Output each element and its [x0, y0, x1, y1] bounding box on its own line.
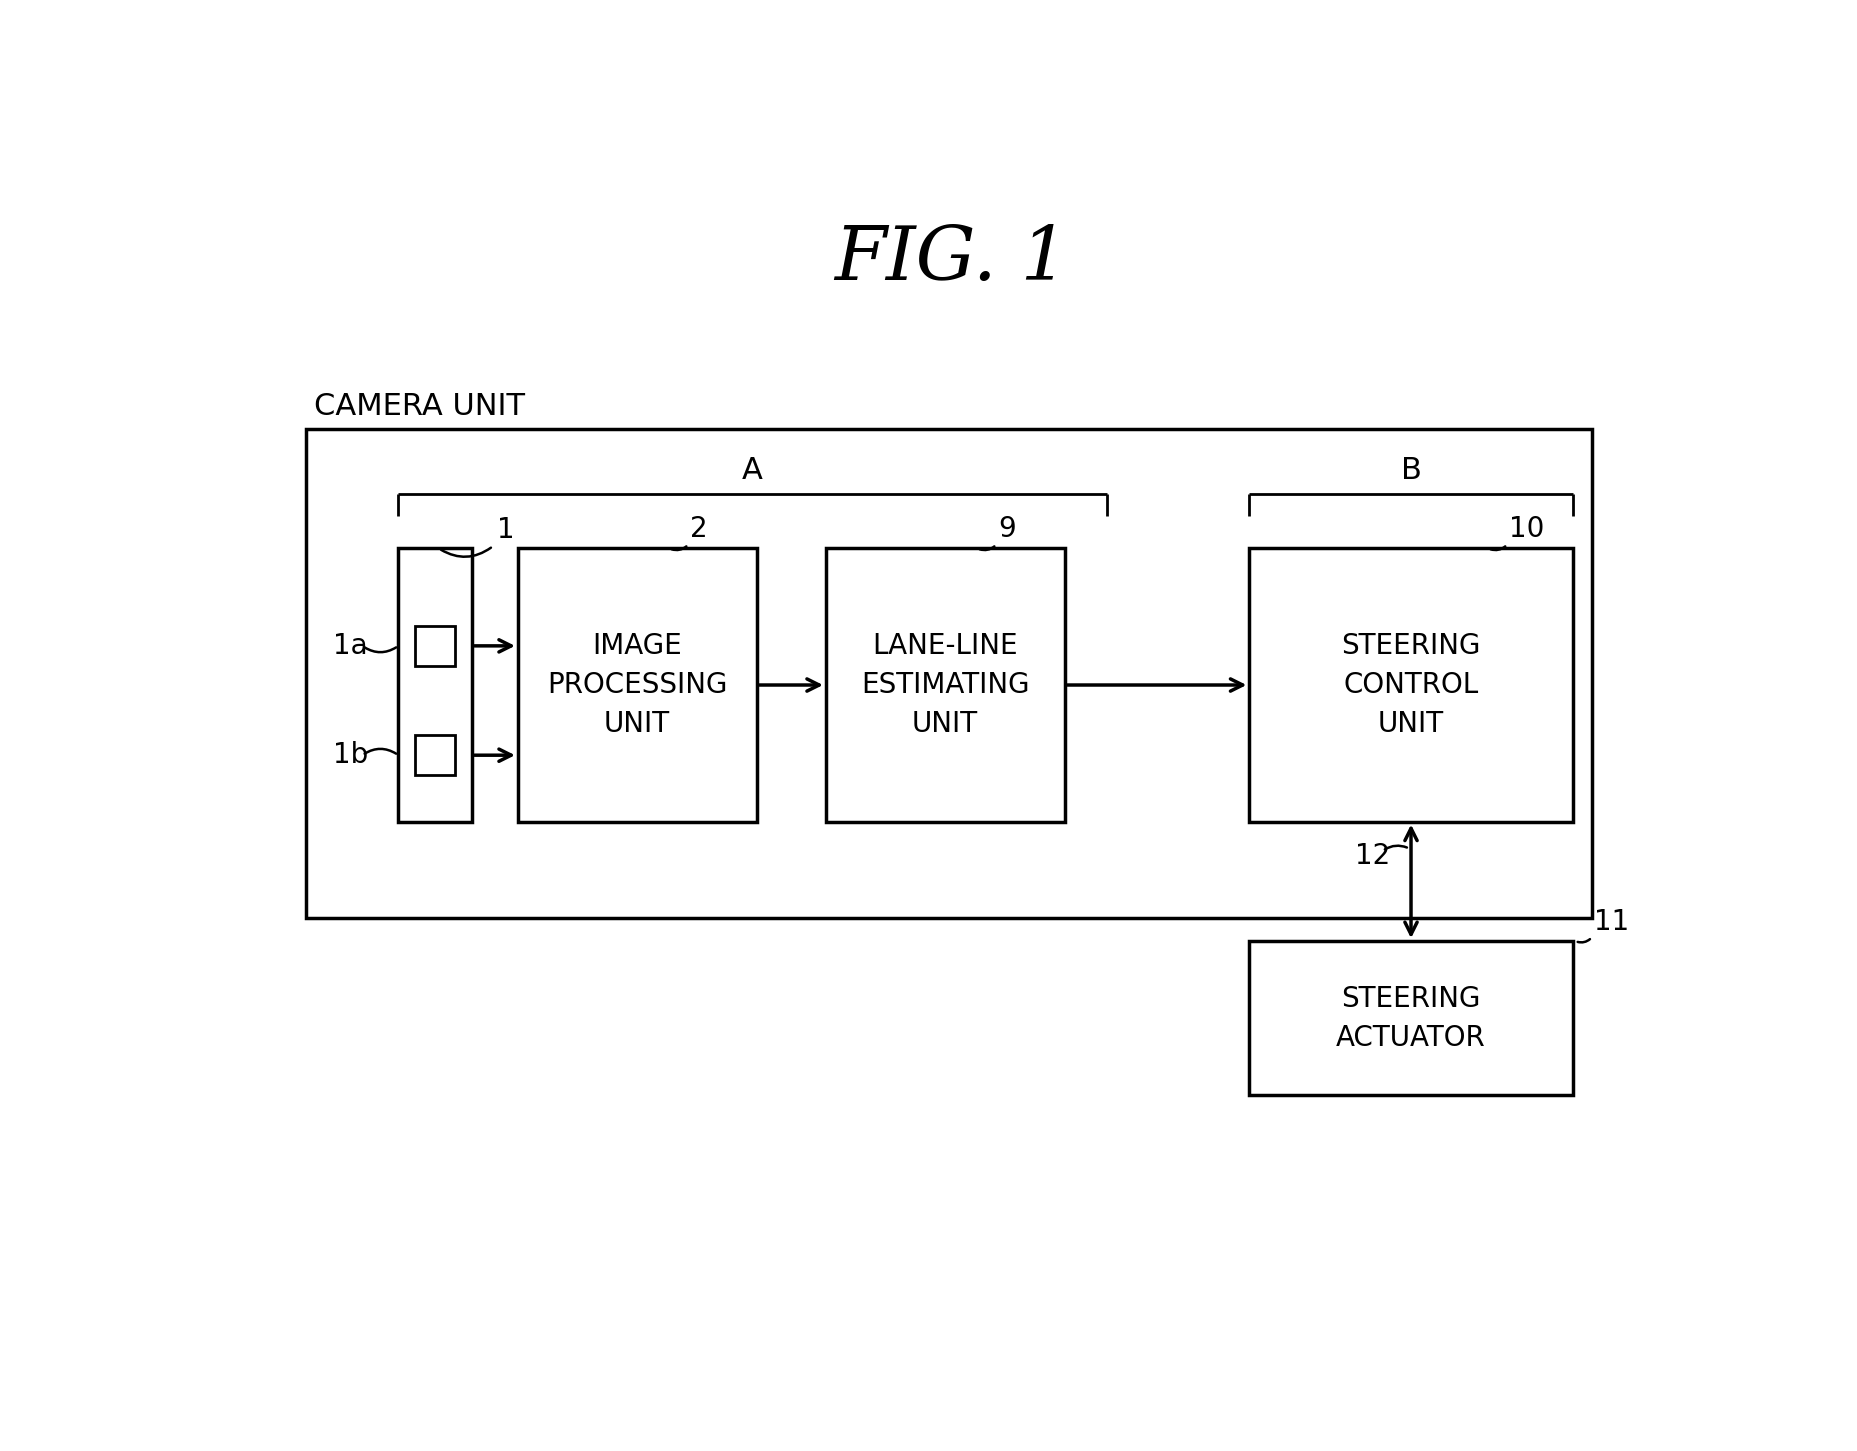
Bar	[1250, 942, 1573, 1096]
Text: 11: 11	[1593, 908, 1629, 936]
Text: IMAGE
PROCESSING
UNIT: IMAGE PROCESSING UNIT	[548, 633, 728, 739]
Bar	[416, 625, 455, 666]
Bar	[399, 548, 472, 821]
Text: 1b: 1b	[332, 741, 368, 769]
Bar	[1250, 548, 1573, 821]
Text: 1a: 1a	[332, 631, 368, 660]
Text: FIG. 1: FIG. 1	[834, 223, 1068, 296]
Text: 10: 10	[1508, 515, 1545, 543]
Text: 9: 9	[997, 515, 1016, 543]
Text: STEERING
CONTROL
UNIT: STEERING CONTROL UNIT	[1341, 633, 1480, 739]
Text: 12: 12	[1356, 843, 1391, 871]
Bar	[518, 548, 756, 821]
Bar	[416, 736, 455, 775]
Text: CAMERA UNIT: CAMERA UNIT	[314, 392, 526, 421]
Text: 1: 1	[498, 517, 514, 544]
Text: B: B	[1400, 456, 1421, 485]
Bar	[306, 429, 1591, 918]
Bar	[826, 548, 1064, 821]
Text: LANE-LINE
ESTIMATING
UNIT: LANE-LINE ESTIMATING UNIT	[862, 633, 1029, 739]
Text: 2: 2	[691, 515, 708, 543]
Text: STEERING
ACTUATOR: STEERING ACTUATOR	[1337, 985, 1486, 1052]
Text: A: A	[743, 456, 763, 485]
